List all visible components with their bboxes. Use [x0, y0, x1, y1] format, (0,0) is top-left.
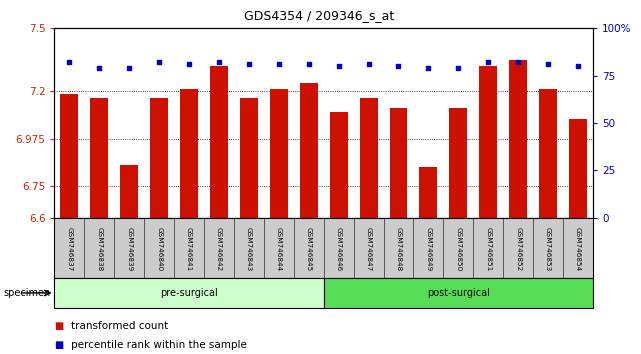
Bar	[210, 66, 228, 218]
Bar	[54, 278, 324, 308]
Text: GSM746844: GSM746844	[276, 227, 282, 271]
Point	[214, 59, 224, 65]
Text: GSM746848: GSM746848	[395, 227, 401, 271]
Bar	[324, 278, 593, 308]
Point	[304, 62, 314, 67]
Text: ■: ■	[54, 321, 63, 331]
Bar	[509, 60, 527, 218]
Point	[573, 63, 583, 69]
Text: GSM746840: GSM746840	[156, 227, 162, 271]
Text: GSM746847: GSM746847	[365, 227, 372, 271]
Bar	[150, 98, 168, 218]
Text: ■: ■	[54, 340, 63, 350]
Bar	[569, 119, 587, 218]
Point	[363, 62, 374, 67]
Text: GSM746846: GSM746846	[336, 227, 342, 271]
Text: GSM746852: GSM746852	[515, 227, 521, 271]
Point	[543, 62, 553, 67]
Text: pre-surgical: pre-surgical	[160, 288, 218, 298]
Text: GSM746838: GSM746838	[96, 227, 103, 271]
Point	[94, 65, 104, 71]
Bar	[539, 89, 557, 218]
Text: GSM746845: GSM746845	[306, 227, 312, 271]
Point	[453, 65, 463, 71]
Text: GSM746841: GSM746841	[186, 227, 192, 271]
Bar	[180, 89, 198, 218]
Text: GSM746850: GSM746850	[455, 227, 462, 271]
Point	[423, 65, 433, 71]
Bar	[121, 165, 138, 218]
Text: GSM746842: GSM746842	[216, 227, 222, 271]
Point	[184, 62, 194, 67]
Point	[124, 65, 135, 71]
Point	[154, 59, 164, 65]
Text: GSM746854: GSM746854	[575, 227, 581, 271]
Text: post-surgical: post-surgical	[427, 288, 490, 298]
Text: GDS4354 / 209346_s_at: GDS4354 / 209346_s_at	[244, 9, 394, 22]
Text: GSM746853: GSM746853	[545, 227, 551, 271]
Point	[64, 59, 74, 65]
Bar	[240, 98, 258, 218]
Text: GSM746843: GSM746843	[246, 227, 252, 271]
Bar	[479, 66, 497, 218]
Bar	[329, 113, 347, 218]
Point	[244, 62, 254, 67]
Bar	[60, 93, 78, 218]
Point	[483, 59, 494, 65]
Text: percentile rank within the sample: percentile rank within the sample	[71, 340, 246, 350]
Bar	[270, 89, 288, 218]
Text: GSM746851: GSM746851	[485, 227, 491, 271]
Bar	[449, 108, 467, 218]
Text: GSM746849: GSM746849	[426, 227, 431, 271]
Point	[333, 63, 344, 69]
Text: GSM746839: GSM746839	[126, 227, 132, 271]
Bar	[90, 98, 108, 218]
Point	[274, 62, 284, 67]
Text: specimen: specimen	[3, 288, 51, 298]
Bar	[390, 108, 408, 218]
Point	[513, 59, 523, 65]
Bar	[300, 83, 318, 218]
Bar	[360, 98, 378, 218]
Point	[394, 63, 404, 69]
Text: GSM746837: GSM746837	[67, 227, 72, 271]
Bar	[419, 167, 437, 218]
Text: transformed count: transformed count	[71, 321, 168, 331]
